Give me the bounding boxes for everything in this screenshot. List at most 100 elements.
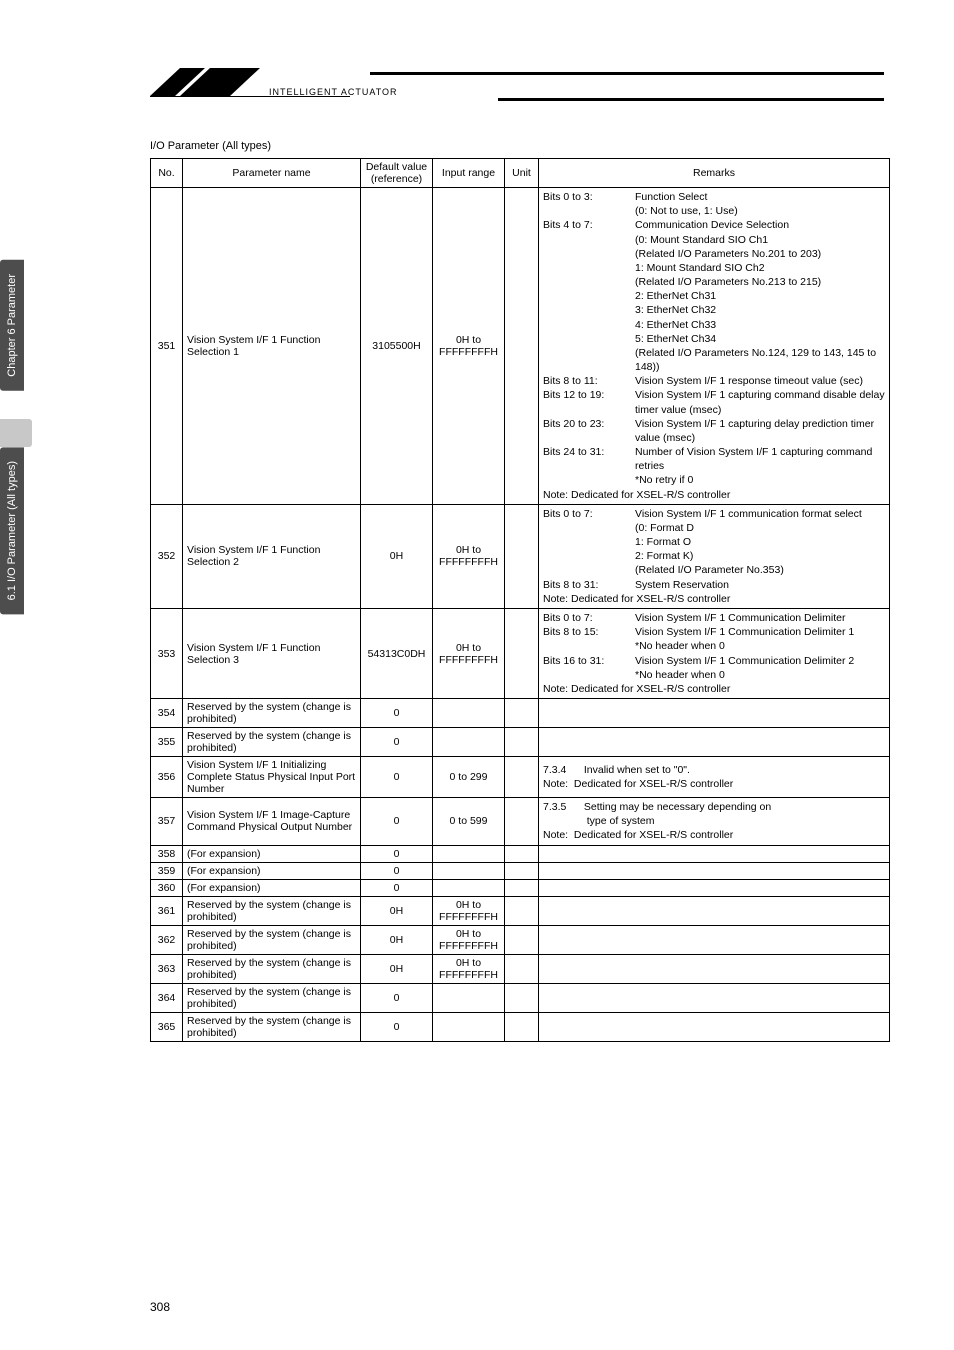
bits-label: Bits 0 to 7: (543, 507, 635, 578)
bits-label: Bits 20 to 23: (543, 417, 635, 445)
cell-no: 365 (151, 1012, 183, 1041)
cell-default: 0H (361, 954, 433, 983)
cell-no: 354 (151, 699, 183, 728)
cell-remarks: 7.3.5 Setting may be necessary depending… (539, 798, 890, 846)
bits-value: System Reservation (635, 578, 885, 592)
bits-label: Bits 0 to 7: (543, 611, 635, 625)
bits-line: Bits 12 to 19:Vision System I/F 1 captur… (543, 388, 885, 416)
bits-line: Bits 8 to 15:Vision System I/F 1 Communi… (543, 625, 885, 653)
bits-value: Vision System I/F 1 capturing command di… (635, 388, 885, 416)
cell-unit (505, 504, 539, 608)
bits-label: Bits 8 to 11: (543, 374, 635, 388)
bits-value: Communication Device Selection(0: Mount … (635, 218, 885, 374)
cell-unit (505, 608, 539, 698)
cell-range: 0H to FFFFFFFFH (433, 896, 505, 925)
cell-remarks: 7.3.4 Invalid when set to "0".Note: Dedi… (539, 757, 890, 798)
remarks-note: Note: Dedicated for XSEL-R/S controller (543, 682, 885, 696)
bits-line: Bits 0 to 3:Function Select(0: Not to us… (543, 190, 885, 218)
bits-line: Bits 0 to 7:Vision System I/F 1 Communic… (543, 611, 885, 625)
bits-line: Bits 20 to 23:Vision System I/F 1 captur… (543, 417, 885, 445)
bits-value: Vision System I/F 1 Communication Delimi… (635, 611, 885, 625)
cell-no: 364 (151, 983, 183, 1012)
cell-remarks (539, 925, 890, 954)
bits-label: Bits 8 to 15: (543, 625, 635, 653)
header-rule-bottom (498, 98, 884, 101)
bits-value: Vision System I/F 1 Communication Delimi… (635, 625, 885, 653)
cell-range: 0 to 599 (433, 798, 505, 846)
table-row: 355Reserved by the system (change is pro… (151, 728, 890, 757)
cell-unit (505, 954, 539, 983)
cell-no: 356 (151, 757, 183, 798)
cell-parameter-name: Vision System I/F 1 Image-Capture Comman… (183, 798, 361, 846)
cell-range (433, 845, 505, 862)
bits-value: Function Select(0: Not to use, 1: Use) (635, 190, 885, 218)
cell-range (433, 728, 505, 757)
cell-unit (505, 925, 539, 954)
cell-remarks (539, 983, 890, 1012)
header-logo-area: INTELLIGENT ACTUATOR (150, 68, 884, 100)
bits-label: Bits 16 to 31: (543, 654, 635, 682)
cell-remarks (539, 1012, 890, 1041)
cell-unit (505, 798, 539, 846)
cell-range (433, 862, 505, 879)
cell-range: 0H to FFFFFFFFH (433, 608, 505, 698)
cell-no: 359 (151, 862, 183, 879)
cell-remarks: Bits 0 to 7:Vision System I/F 1 communic… (539, 504, 890, 608)
cell-default: 0 (361, 1012, 433, 1041)
col-header-default: Default value (reference) (361, 159, 433, 188)
bits-value: Vision System I/F 1 communication format… (635, 507, 885, 578)
bits-label: Bits 12 to 19: (543, 388, 635, 416)
side-tab-chapter: Chapter 6 Parameter (0, 260, 24, 391)
table-caption: I/O Parameter (All types) (150, 140, 271, 152)
cell-no: 362 (151, 925, 183, 954)
cell-range (433, 879, 505, 896)
cell-no: 361 (151, 896, 183, 925)
cell-parameter-name: Reserved by the system (change is prohib… (183, 1012, 361, 1041)
cell-no: 353 (151, 608, 183, 698)
col-header-range: Input range (433, 159, 505, 188)
side-tab-section: 6.1 I/O Parameter (All types) (0, 447, 24, 614)
bits-line: Bits 4 to 7:Communication Device Selecti… (543, 218, 885, 374)
col-header-no: No. (151, 159, 183, 188)
cell-unit (505, 862, 539, 879)
col-header-name: Parameter name (183, 159, 361, 188)
table-row: 354Reserved by the system (change is pro… (151, 699, 890, 728)
cell-unit (505, 1012, 539, 1041)
bits-label: Bits 0 to 3: (543, 190, 635, 218)
cell-range (433, 699, 505, 728)
cell-remarks (539, 699, 890, 728)
cell-default: 0H (361, 925, 433, 954)
parameter-table: No. Parameter name Default value (refere… (150, 158, 890, 1042)
bits-line: Bits 8 to 11:Vision System I/F 1 respons… (543, 374, 885, 388)
cell-range (433, 983, 505, 1012)
page-number: 308 (150, 1300, 170, 1314)
side-tabs: Chapter 6 Parameter 6.1 I/O Parameter (A… (0, 260, 32, 642)
cell-remarks: Bits 0 to 7:Vision System I/F 1 Communic… (539, 608, 890, 698)
cell-unit (505, 879, 539, 896)
table-row: 353Vision System I/F 1 Function Selectio… (151, 608, 890, 698)
cell-remarks (539, 845, 890, 862)
cell-parameter-name: Vision System I/F 1 Function Selection 3 (183, 608, 361, 698)
cell-no: 351 (151, 188, 183, 505)
cell-parameter-name: Vision System I/F 1 Function Selection 2 (183, 504, 361, 608)
bits-value: Vision System I/F 1 Communication Delimi… (635, 654, 885, 682)
logo-text: INTELLIGENT ACTUATOR (269, 87, 398, 97)
table-row: 358(For expansion)0 (151, 845, 890, 862)
cell-default: 0 (361, 798, 433, 846)
cell-parameter-name: (For expansion) (183, 845, 361, 862)
table-row: 365Reserved by the system (change is pro… (151, 1012, 890, 1041)
cell-unit (505, 983, 539, 1012)
cell-default: 3105500H (361, 188, 433, 505)
cell-default: 0 (361, 757, 433, 798)
bits-line: Bits 8 to 31:System Reservation (543, 578, 885, 592)
cell-default: 0H (361, 504, 433, 608)
bits-line: Bits 24 to 31:Number of Vision System I/… (543, 445, 885, 488)
cell-remarks (539, 862, 890, 879)
remarks-note: Note: Dedicated for XSEL-R/S controller (543, 592, 885, 606)
cell-default: 0 (361, 983, 433, 1012)
cell-default: 54313C0DH (361, 608, 433, 698)
cell-parameter-name: (For expansion) (183, 879, 361, 896)
table-row: 360(For expansion)0 (151, 879, 890, 896)
cell-default: 0H (361, 896, 433, 925)
cell-no: 360 (151, 879, 183, 896)
